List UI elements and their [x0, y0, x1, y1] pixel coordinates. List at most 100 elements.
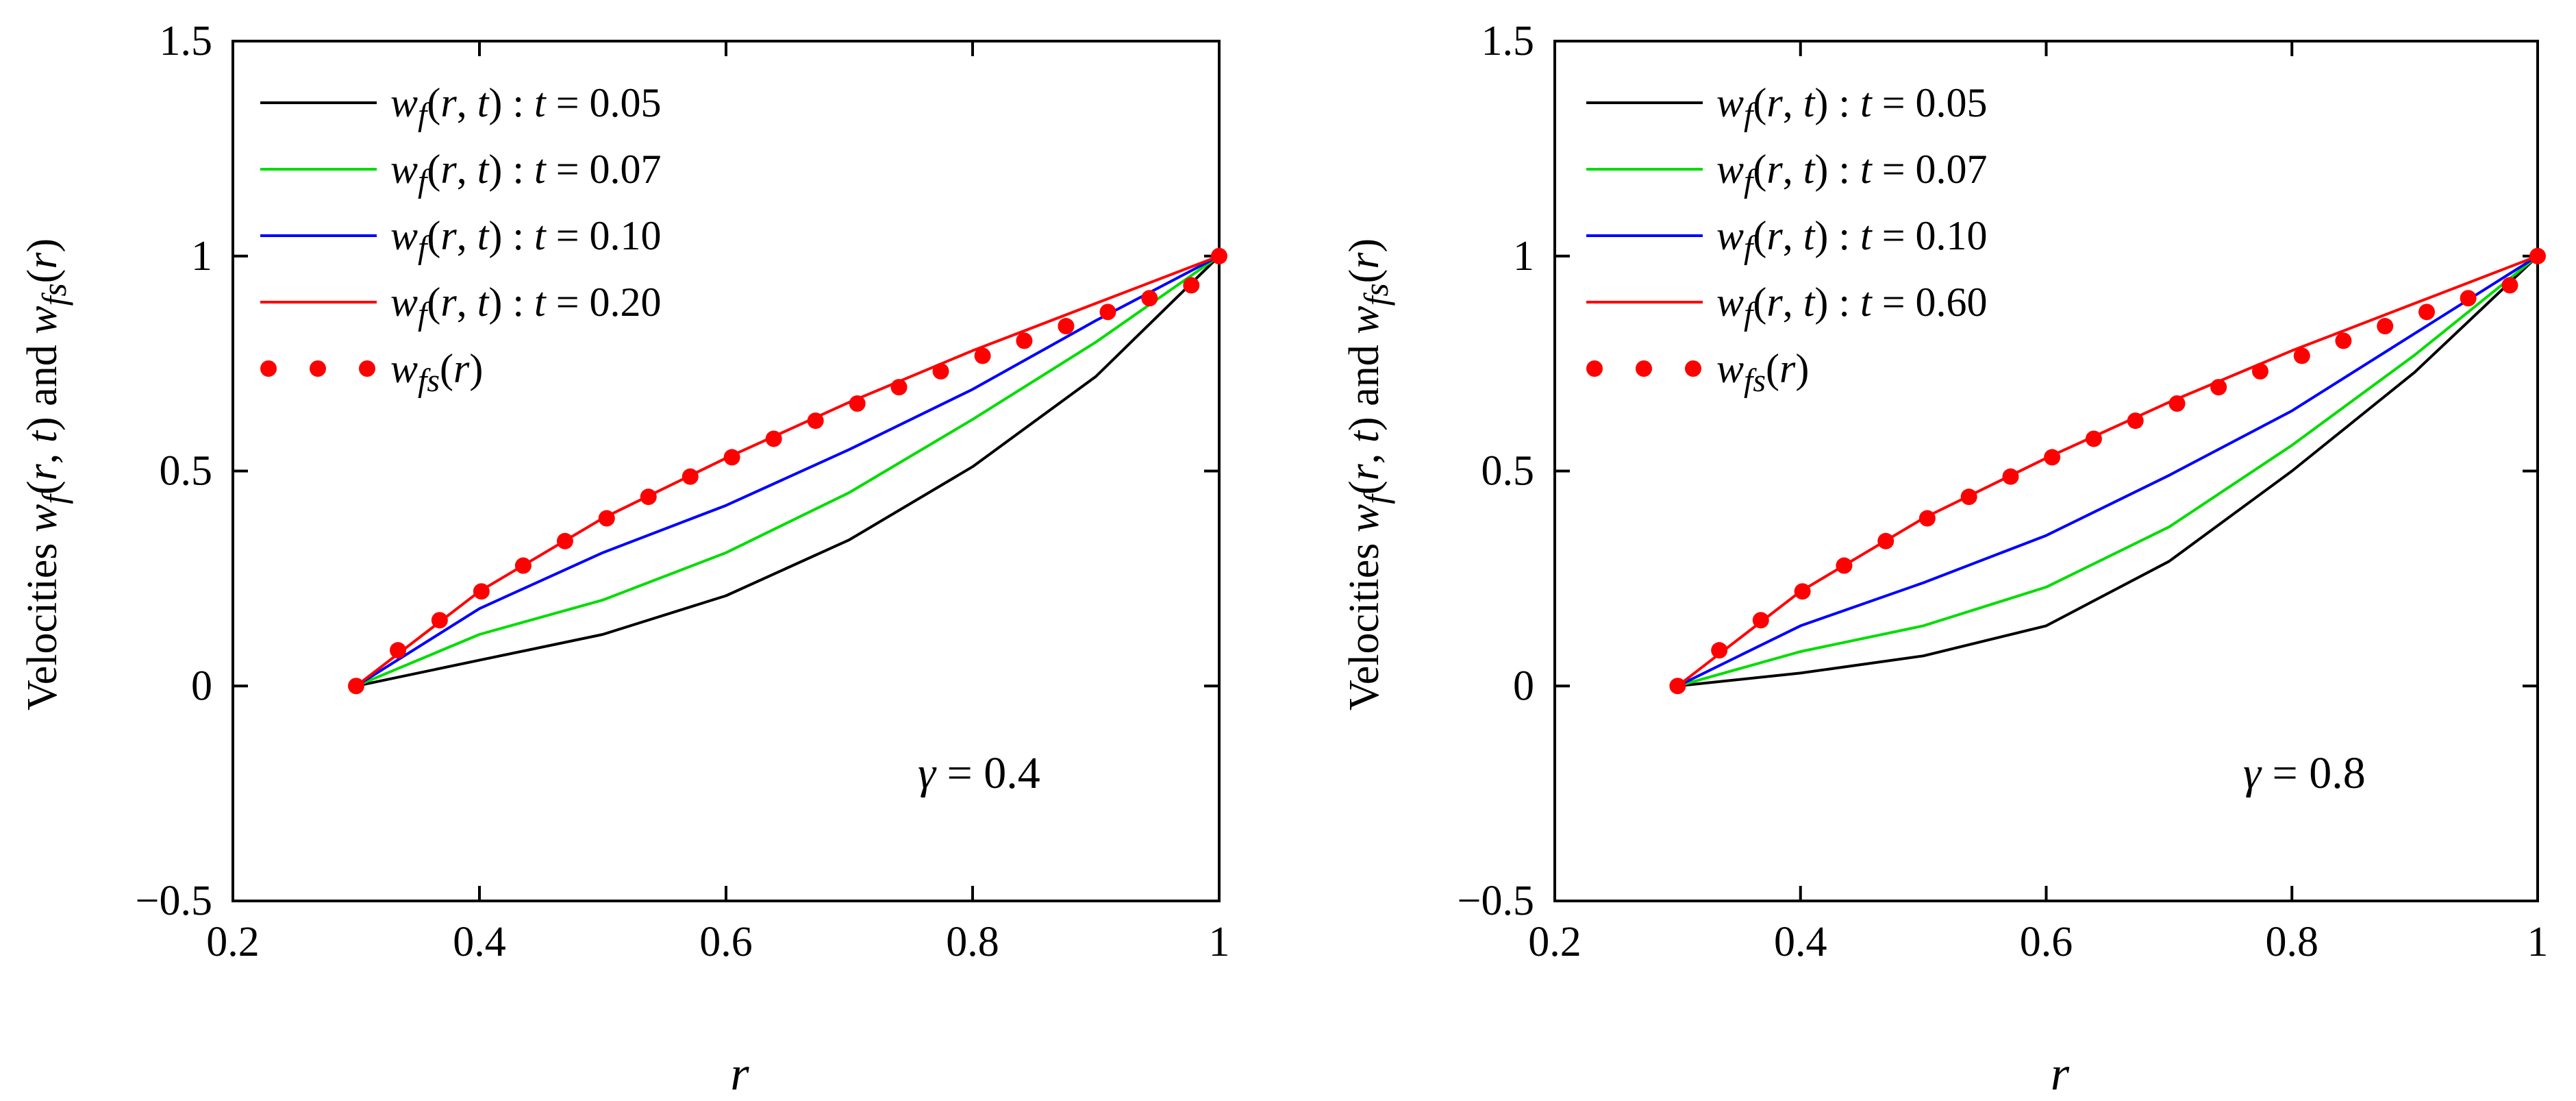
gamma-annotation: γ = 0.4 [918, 748, 1040, 798]
legend-entry: wf(r, t) : t = 0.05 [260, 80, 662, 133]
data-point [1877, 532, 1895, 549]
data-point [2418, 304, 2436, 321]
x-tick-label: 0.4 [453, 919, 506, 965]
y-tick-label: 0 [191, 663, 212, 709]
series-w_f-0.10 [355, 255, 1220, 687]
data-point [2168, 395, 2186, 412]
data-point [431, 612, 448, 629]
series-w_f-0.05 [355, 255, 1221, 688]
series-w_fs [348, 247, 1227, 695]
data-point [1711, 642, 1728, 659]
x-axis-label: r [730, 1048, 749, 1100]
chart-panel-right: 0.2 0.4 0.6 0.8 1 −0.5 0 0.5 1 1.5 r Velocities wf(… [1341, 18, 2549, 1100]
series-line [355, 254, 1220, 687]
y-axis-label: Velocities wf(r, t) and wfs(r) [19, 238, 73, 710]
legend-label: wf(r, t) : t = 0.07 [390, 147, 662, 199]
y-axis-label: Velocities wf(r, t) and wfs(r) [1341, 238, 1395, 710]
legend-entry: wf(r, t) : t = 0.10 [1586, 213, 1988, 266]
data-point [2377, 318, 2394, 335]
series-w_f-0.10 [1677, 255, 2539, 688]
data-point [598, 510, 615, 527]
legend-entry: wf(r, t) : t = 0.05 [1586, 80, 1988, 133]
legend-label: wf(r, t) : t = 0.07 [1716, 147, 1988, 199]
data-point [1794, 583, 1811, 600]
data-point [1960, 488, 1977, 506]
data-point [514, 557, 532, 574]
y-tick-label: 1 [1513, 233, 1534, 280]
x-axis-label: r [2051, 1048, 2070, 1100]
chart-panel-left: 0.2 0.4 0.6 0.8 1 −0.5 0 0.5 1 1.5 r Velocities wf(… [19, 18, 1230, 1100]
data-point [2002, 468, 2019, 485]
series-line [355, 255, 1221, 688]
series-line [1677, 254, 2538, 687]
legend-entry: wf(r, t) : t = 0.10 [260, 213, 662, 266]
legend-label: wfs(r) [1716, 346, 1809, 399]
x-tick-label: 0.8 [946, 919, 999, 965]
data-point [2529, 247, 2546, 264]
data-point [473, 583, 490, 600]
series-w_f-0.07 [1677, 255, 2539, 688]
legend-swatch-dot [260, 360, 277, 377]
legend-entry: wfs(r) [1586, 346, 1809, 399]
data-point [1918, 510, 1936, 527]
data-point [1016, 332, 1033, 349]
data-point [890, 379, 908, 396]
series-line [355, 255, 1220, 687]
legend-entry: wf(r, t) : t = 0.20 [260, 280, 662, 332]
data-point [681, 468, 699, 485]
x-tick-label: 0.6 [2020, 919, 2073, 965]
data-point [556, 532, 573, 549]
data-point [2044, 449, 2061, 466]
data-point [1211, 247, 1227, 264]
series-w_fs [1669, 247, 2546, 695]
legend-label: wf(r, t) : t = 0.10 [390, 213, 662, 266]
y-tick-label: 0.5 [160, 448, 213, 495]
legend-swatch-dot [359, 360, 375, 377]
data-point [1669, 678, 1686, 695]
gamma-annotation: γ = 0.8 [2243, 748, 2366, 798]
y-tick-label: 0.5 [1481, 448, 1535, 495]
data-point [807, 412, 824, 430]
legend-swatch-dot [1636, 360, 1652, 377]
x-tick-label: 1 [2527, 919, 2549, 965]
data-point [640, 488, 657, 506]
series-line [1677, 255, 2539, 688]
series-w_f-0.20 [355, 254, 1220, 687]
data-point [2335, 332, 2352, 349]
plot-frame [232, 40, 1221, 902]
data-point [2127, 412, 2144, 430]
y-tick-label: 1.5 [1481, 18, 1535, 64]
legend-label: wf(r, t) : t = 0.10 [1716, 213, 1988, 266]
y-tick-label: 1.5 [160, 18, 213, 64]
data-point [2210, 379, 2227, 396]
legend-swatch-dot [1586, 360, 1603, 377]
data-point [1141, 290, 1158, 307]
data-point [1836, 557, 1853, 574]
x-tick-label: 0.4 [1774, 919, 1827, 965]
data-point [2460, 290, 2477, 307]
legend-swatch-dot [310, 360, 326, 377]
legend-label: wfs(r) [390, 346, 483, 399]
legend-label: wf(r, t) : t = 0.05 [1716, 80, 1988, 133]
y-tick-label: 0 [1513, 663, 1534, 709]
data-point [765, 430, 782, 447]
series-line [1677, 255, 2539, 688]
data-point [1099, 304, 1116, 321]
data-point [849, 395, 866, 412]
x-tick-label: 0.8 [2266, 919, 2319, 965]
y-tick-label: −0.5 [136, 878, 212, 924]
legend-label: wf(r, t) : t = 0.20 [390, 280, 662, 332]
x-tick-label: 0.6 [699, 919, 753, 965]
data-point [932, 362, 949, 380]
data-point [2085, 430, 2102, 447]
legend-entry: wf(r, t) : t = 0.60 [1586, 280, 1988, 332]
series-w_f-0.60 [1677, 254, 2538, 687]
data-point [348, 678, 364, 695]
data-point [2501, 277, 2518, 294]
series-w_f-0.05 [1677, 255, 2539, 688]
legend-label: wf(r, t) : t = 0.05 [390, 80, 662, 133]
x-tick-label: 1 [1209, 919, 1230, 965]
data-point [390, 642, 407, 659]
data-point [1183, 277, 1200, 294]
